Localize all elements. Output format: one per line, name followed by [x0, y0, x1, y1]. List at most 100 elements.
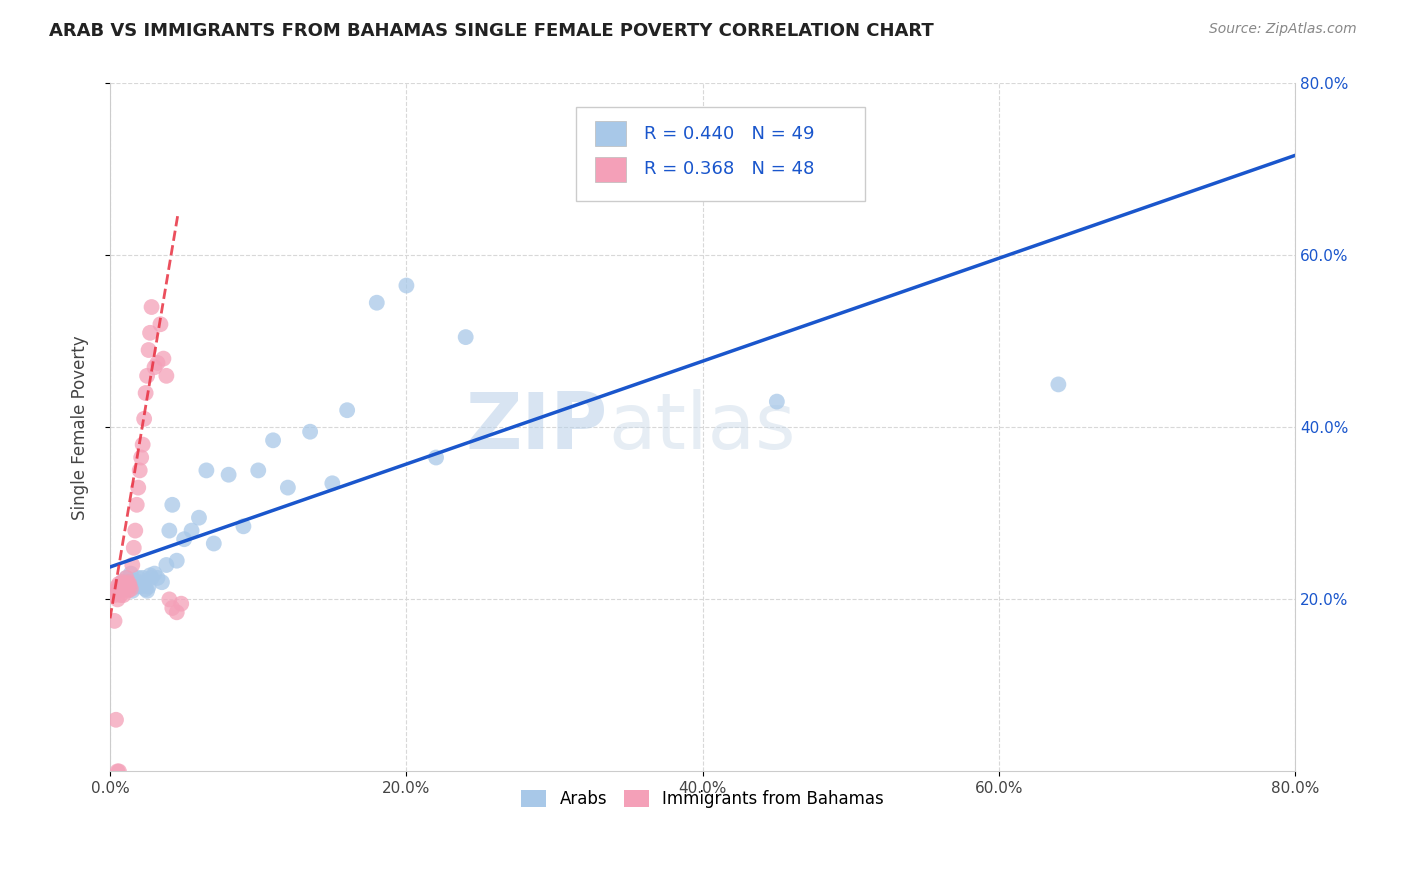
Point	[114, 582, 136, 596]
Point	[139, 568, 162, 582]
Point	[118, 575, 141, 590]
Point	[108, 583, 131, 598]
Text: R = 0.368   N = 48: R = 0.368 N = 48	[644, 161, 814, 178]
Point	[128, 463, 150, 477]
Text: ARAB VS IMMIGRANTS FROM BAHAMAS SINGLE FEMALE POVERTY CORRELATION CHART: ARAB VS IMMIGRANTS FROM BAHAMAS SINGLE F…	[49, 22, 934, 40]
Point	[202, 536, 225, 550]
Point	[127, 571, 149, 585]
Point	[247, 463, 270, 477]
Point	[118, 580, 141, 594]
Point	[124, 577, 146, 591]
Point	[141, 571, 163, 585]
Point	[110, 580, 132, 594]
Point	[110, 588, 132, 602]
Point	[107, 592, 129, 607]
Point	[425, 450, 447, 465]
Point	[120, 582, 142, 596]
Point	[143, 566, 166, 581]
Point	[170, 597, 193, 611]
Point	[108, 577, 131, 591]
Point	[120, 566, 142, 581]
Point	[135, 386, 157, 401]
Y-axis label: Single Female Poverty: Single Female Poverty	[72, 335, 89, 520]
Point	[146, 571, 169, 585]
Point	[103, 614, 125, 628]
Point	[149, 317, 172, 331]
Point	[125, 498, 148, 512]
Point	[122, 574, 145, 588]
Point	[112, 588, 135, 602]
Point	[115, 580, 138, 594]
Point	[107, 580, 129, 594]
Point	[111, 575, 134, 590]
Point	[121, 583, 143, 598]
Point	[134, 577, 156, 591]
Point	[232, 519, 254, 533]
Point	[136, 583, 159, 598]
Point	[115, 571, 138, 585]
Point	[111, 575, 134, 590]
Point	[321, 476, 343, 491]
Point	[277, 481, 299, 495]
Point	[766, 394, 789, 409]
Point	[135, 582, 157, 596]
Point	[117, 575, 139, 590]
Point	[162, 498, 184, 512]
Point	[114, 582, 136, 596]
Point	[107, 764, 129, 779]
Point	[146, 356, 169, 370]
Point	[125, 580, 148, 594]
Point	[143, 360, 166, 375]
Point	[157, 592, 180, 607]
Point	[110, 580, 132, 594]
Point	[117, 583, 139, 598]
Point	[188, 510, 211, 524]
Point	[262, 434, 284, 448]
Point	[157, 524, 180, 538]
Point	[299, 425, 322, 439]
Point	[141, 300, 163, 314]
Point	[118, 577, 141, 591]
Point	[366, 295, 388, 310]
Text: Source: ZipAtlas.com: Source: ZipAtlas.com	[1209, 22, 1357, 37]
Point	[131, 437, 153, 451]
Point	[114, 577, 136, 591]
Point	[336, 403, 359, 417]
Point	[105, 713, 128, 727]
Point	[111, 583, 134, 598]
Point	[117, 580, 139, 594]
Point	[166, 605, 188, 619]
Point	[395, 278, 418, 293]
Point	[108, 764, 131, 779]
Point	[128, 575, 150, 590]
Point	[139, 326, 162, 340]
Point	[112, 580, 135, 594]
Point	[134, 412, 156, 426]
Point	[107, 583, 129, 598]
Point	[155, 368, 177, 383]
Point	[1047, 377, 1070, 392]
Point	[180, 524, 202, 538]
Point	[121, 558, 143, 572]
Point	[114, 577, 136, 591]
Text: atlas: atlas	[607, 390, 796, 466]
Point	[218, 467, 240, 482]
Point	[129, 580, 152, 594]
Point	[152, 351, 174, 366]
Point	[127, 481, 149, 495]
Point	[122, 541, 145, 555]
Point	[195, 463, 218, 477]
Point	[131, 571, 153, 585]
Point	[105, 583, 128, 598]
Point	[454, 330, 477, 344]
Point	[115, 571, 138, 585]
Point	[103, 588, 125, 602]
Point	[136, 368, 159, 383]
Point	[138, 580, 160, 594]
Point	[129, 450, 152, 465]
Point	[166, 554, 188, 568]
Point	[150, 575, 173, 590]
Text: R = 0.440   N = 49: R = 0.440 N = 49	[644, 125, 814, 143]
Legend: Arabs, Immigrants from Bahamas: Arabs, Immigrants from Bahamas	[515, 783, 891, 814]
Text: ZIP: ZIP	[465, 390, 607, 466]
